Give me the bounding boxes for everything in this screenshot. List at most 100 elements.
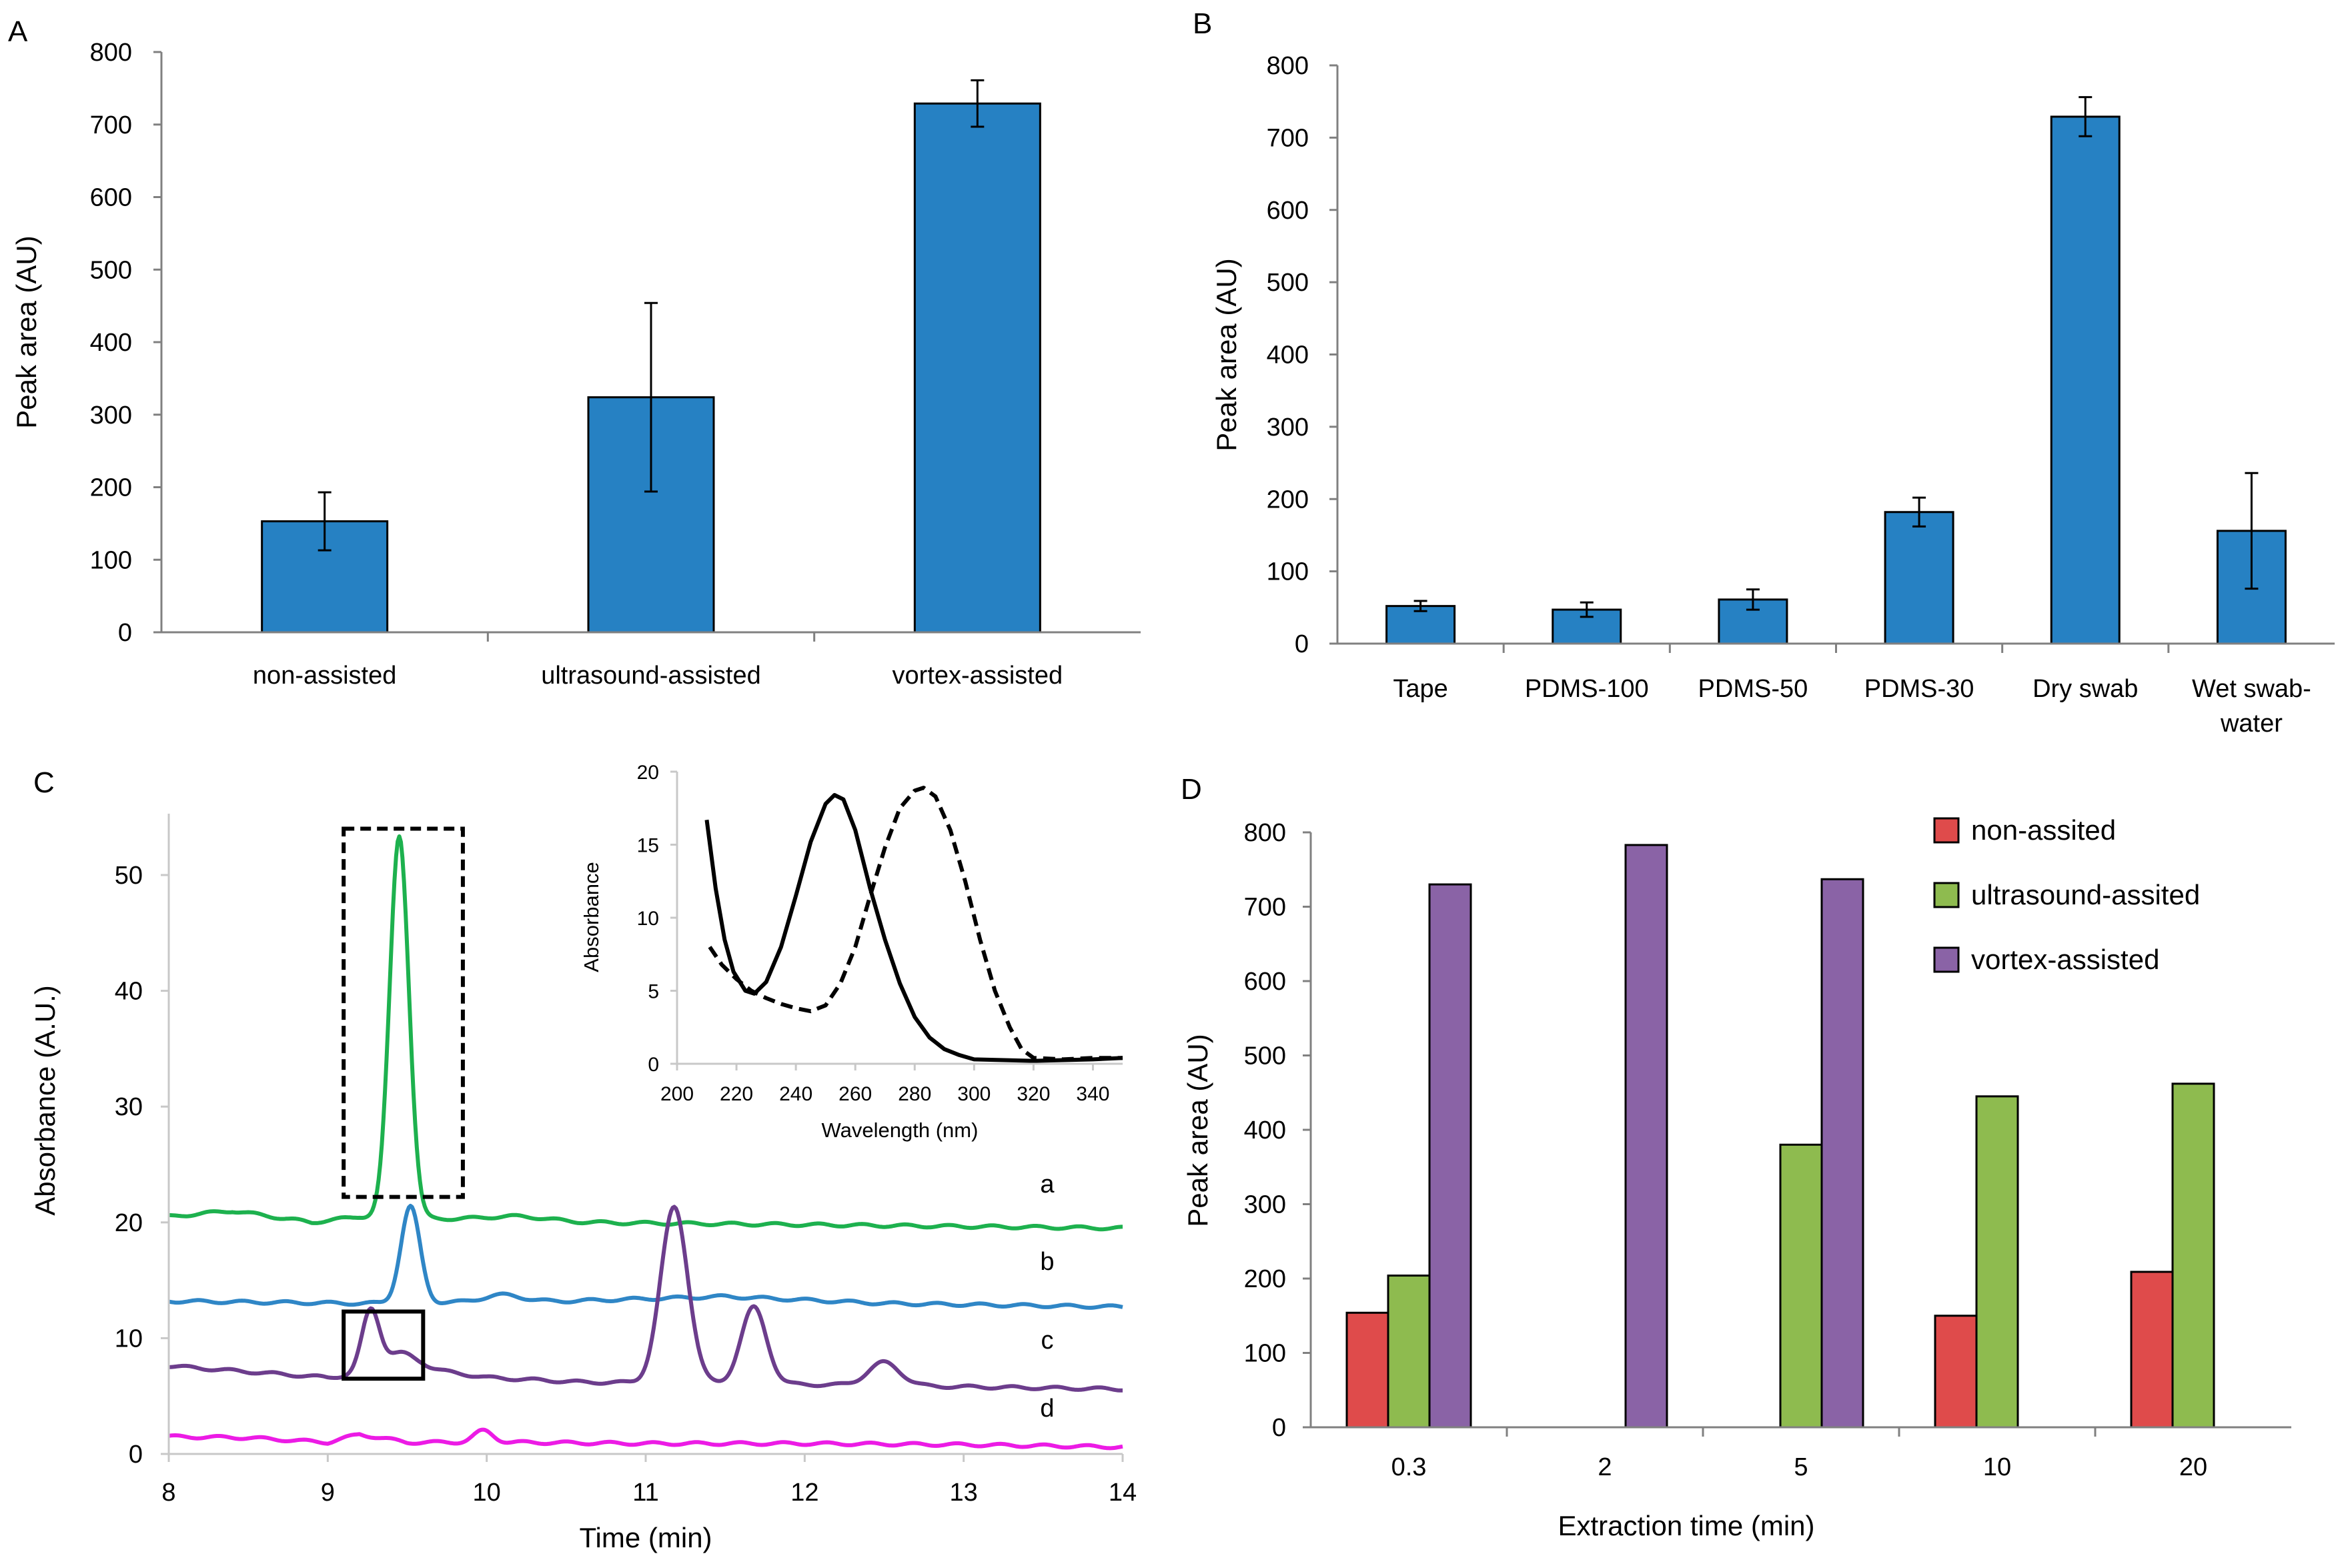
inset-spectrum-solid	[704, 793, 1123, 1063]
panel-c-trace-b	[168, 1204, 1123, 1310]
panel-c-xtick-label: 12	[790, 1479, 818, 1507]
panel-d-legend: non-assited ultrasound-assited vortex-assi…	[1933, 814, 2200, 975]
panel-a-bar	[913, 102, 1041, 634]
panel-c-xticks: 8 9 10 11 12 13 14	[161, 1454, 1137, 1507]
panel-c-trace-label: a	[1040, 1170, 1055, 1199]
panel-d-bar	[1428, 883, 1472, 1429]
panel-d-category-label: 0.3	[1391, 1453, 1427, 1481]
legend-swatch	[1933, 946, 1960, 973]
panel-a-ytick-label: 100	[90, 546, 132, 574]
panel-d-category-label: 10	[1983, 1453, 2011, 1481]
panel-b-bars	[1385, 115, 2287, 645]
inset-xticks: 200 220 240 260 280 300 320 340	[660, 1064, 1109, 1105]
inset-xtick-label: 340	[1076, 1083, 1109, 1105]
inset-xtick-label: 260	[838, 1083, 872, 1105]
panel-c-dashed-box	[342, 826, 465, 1199]
panel-c-trace-label: d	[1040, 1395, 1054, 1423]
panel-c: C Absorbance (A.U.) Time (min) 0 10 20 30 40…	[29, 762, 1137, 1553]
panel-d-yticks: 0 100 200 300 400 500 600 700 800	[1244, 819, 1311, 1442]
panel-c-highlight-boxes	[342, 826, 465, 1381]
panel-a-xlabels: non-assisted ultrasound-assisted vortex-as…	[253, 632, 1063, 690]
panel-d-bar	[1345, 1311, 1389, 1429]
panel-d-bar	[1779, 1143, 1823, 1429]
panel-b-ytick-label: 300	[1267, 414, 1309, 442]
panel-c-xtick-label: 9	[321, 1479, 335, 1507]
panel-c-ytick-label: 50	[115, 862, 143, 890]
panel-b-bar	[1884, 511, 1954, 645]
inset-xlabel: Wavelength (nm)	[822, 1118, 979, 1142]
panel-b-ytick-label: 100	[1267, 558, 1309, 586]
panel-c-trace-c	[168, 1205, 1123, 1393]
panel-b-ytick-label: 200	[1267, 486, 1309, 514]
panel-b-yticks: 0 100 200 300 400 500 600 700 800	[1267, 52, 1337, 658]
panel-d-bar	[2171, 1082, 2215, 1429]
panel-c-trace-label: b	[1040, 1248, 1054, 1276]
legend-label: vortex-assisted	[1971, 944, 2159, 975]
panel-b-category-label: Tape	[1393, 675, 1447, 703]
panel-d-ytick-label: 400	[1244, 1116, 1286, 1144]
panel-b-category-label: water	[2220, 710, 2283, 738]
inset-ytick-label: 5	[648, 981, 659, 1003]
panel-c-traces	[168, 834, 1123, 1451]
inset-xtick-label: 280	[898, 1083, 931, 1105]
panel-b-category-label: PDMS-30	[1864, 675, 1974, 703]
panel-a-category-label: vortex-assisted	[893, 662, 1063, 690]
inset-spectrum-dashed	[708, 786, 1123, 1062]
panel-d-ytick-label: 700	[1244, 894, 1286, 922]
panel-b-ytick-label: 0	[1295, 630, 1309, 658]
panel-d: D Peak area (AU) Extraction time (min) 0…	[1181, 773, 2291, 1541]
panel-d-xlabels: 0.3 2 5 10 20	[1391, 1427, 2207, 1481]
panel-d-ytick-label: 500	[1244, 1042, 1286, 1070]
legend-swatch	[1933, 817, 1960, 844]
panel-c-xtick-label: 13	[950, 1479, 978, 1507]
panel-c-ytick-label: 0	[129, 1441, 143, 1469]
panel-b-category-label: Wet swab-	[2192, 675, 2311, 703]
panel-c-letter: C	[33, 766, 55, 799]
panel-b-error-bars	[1413, 96, 2259, 618]
panel-d-ytick-label: 0	[1272, 1414, 1286, 1442]
panel-b-ytick-label: 800	[1267, 52, 1309, 80]
panel-d-bar	[1975, 1095, 2019, 1429]
inset-spectra	[704, 786, 1123, 1063]
inset-xtick-label: 220	[720, 1083, 753, 1105]
panel-a-ylabel: Peak area (AU)	[11, 235, 42, 428]
panel-d-letter: D	[1181, 773, 1202, 806]
panel-d-ytick-label: 200	[1244, 1265, 1286, 1293]
panel-c-ytick-label: 40	[115, 978, 143, 1006]
panel-d-bar	[1624, 844, 1668, 1429]
panel-b-bar	[1385, 605, 1456, 645]
panel-d-ytick-label: 800	[1244, 819, 1286, 847]
panel-a-category-label: non-assisted	[253, 662, 396, 690]
panel-c-xlabel: Time (min)	[579, 1522, 712, 1553]
panel-d-category-label: 2	[1598, 1453, 1612, 1481]
panel-d-category-label: 20	[2179, 1453, 2207, 1481]
inset-xtick-label: 240	[779, 1083, 812, 1105]
inset-yticks: 0 5 10 15 20	[637, 762, 677, 1076]
panel-c-trace-label: c	[1041, 1327, 1054, 1355]
legend-label: non-assited	[1971, 814, 2116, 846]
panel-c-ylabel: Absorbance (A.U.)	[29, 985, 61, 1215]
panel-a: A Peak area (AU) 0 100 200 300 400 500 600 700 8…	[8, 15, 1141, 690]
inset-xtick-label: 320	[1017, 1083, 1050, 1105]
panel-a-error-bars	[318, 79, 985, 552]
panel-d-ytick-label: 100	[1244, 1340, 1286, 1368]
panel-c-trace-d	[168, 1427, 1123, 1451]
panel-b-ylabel: Peak area (AU)	[1211, 258, 1242, 451]
panel-a-ytick-label: 400	[90, 329, 132, 357]
panel-b-ytick-label: 400	[1267, 341, 1309, 369]
panel-b-category-label: PDMS-100	[1525, 675, 1649, 703]
panel-a-ytick-label: 500	[90, 256, 132, 284]
panel-b: B Peak area (AU) 0 100 200 300 400 500 600 700 8…	[1193, 7, 2335, 738]
inset-xtick-label: 200	[660, 1083, 694, 1105]
panel-a-ytick-label: 800	[90, 39, 132, 67]
panel-b-category-label: PDMS-50	[1698, 675, 1808, 703]
panel-a-ytick-label: 600	[90, 184, 132, 212]
panel-d-ytick-label: 300	[1244, 1191, 1286, 1219]
inset-ytick-label: 15	[637, 835, 659, 857]
panel-d-bar	[1387, 1275, 1431, 1429]
panel-c-xtick-label: 14	[1109, 1479, 1137, 1507]
panel-d-xlabel: Extraction time (min)	[1558, 1510, 1814, 1541]
inset-ylabel: Absorbance	[580, 862, 603, 972]
inset-xtick-label: 300	[957, 1083, 991, 1105]
panel-d-ylabel: Peak area (AU)	[1182, 1034, 1213, 1227]
